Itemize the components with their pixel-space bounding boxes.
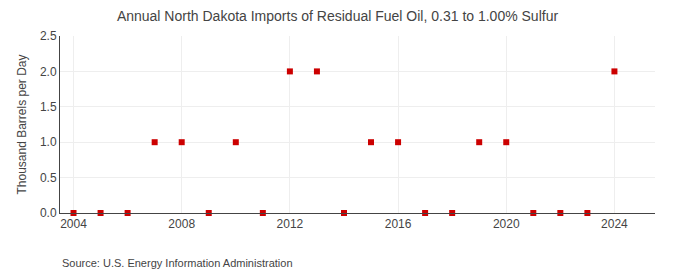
svg-text:0.5: 0.5 — [40, 171, 57, 185]
svg-text:2012: 2012 — [277, 217, 304, 231]
svg-text:1.0: 1.0 — [40, 135, 57, 149]
svg-text:Source: U.S. Energy Informatio: Source: U.S. Energy Information Administ… — [62, 257, 293, 269]
svg-text:2020: 2020 — [493, 217, 520, 231]
svg-text:1.5: 1.5 — [40, 100, 57, 114]
svg-text:2.5: 2.5 — [40, 29, 57, 43]
svg-text:2.0: 2.0 — [40, 65, 57, 79]
svg-text:2004: 2004 — [60, 217, 87, 231]
svg-text:2008: 2008 — [168, 217, 195, 231]
svg-text:0.0: 0.0 — [40, 206, 57, 220]
svg-text:Thousand Barrels per Day: Thousand Barrels per Day — [15, 54, 29, 194]
svg-text:2016: 2016 — [385, 217, 412, 231]
svg-text:Annual North Dakota Imports of: Annual North Dakota Imports of Residual … — [117, 8, 559, 24]
svg-text:2024: 2024 — [601, 217, 628, 231]
